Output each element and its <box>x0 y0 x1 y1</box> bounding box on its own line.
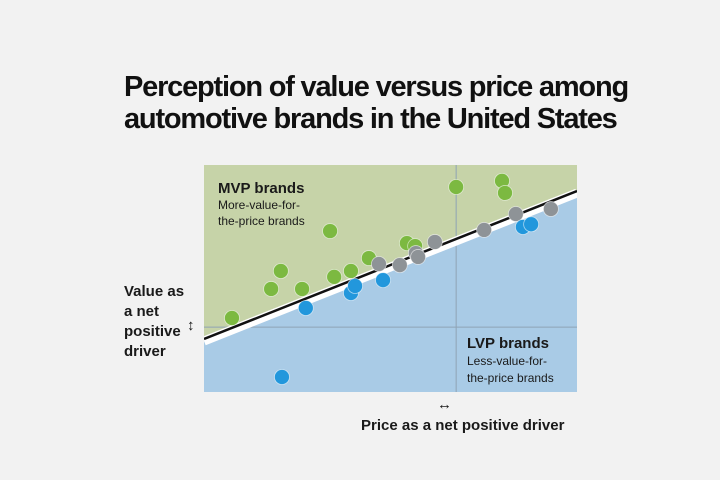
data-point-lvp <box>347 278 363 294</box>
y-axis-label-3: positive <box>124 323 181 340</box>
data-point-mvp <box>294 281 310 297</box>
data-point-neutral <box>426 234 443 250</box>
data-point-lvp <box>274 369 290 385</box>
y-axis-label-1: Value as <box>124 283 184 300</box>
data-point-neutral <box>542 201 559 217</box>
up-down-arrow-icon: ↕ <box>187 317 195 334</box>
y-axis-label-4: driver <box>124 343 166 360</box>
data-point-mvp <box>326 269 343 285</box>
data-point-mvp <box>272 263 289 279</box>
data-point-mvp <box>343 263 359 279</box>
mvp-region <box>204 165 577 341</box>
data-point-mvp <box>497 185 513 201</box>
data-point-lvp <box>523 216 540 233</box>
data-point-neutral <box>410 249 427 265</box>
lvp-label: LVP brands <box>467 335 549 352</box>
plot-area <box>204 165 577 392</box>
data-point-neutral <box>507 206 524 222</box>
mvp-subtitle-2: the-price brands <box>218 214 305 228</box>
data-point-mvp <box>263 281 280 297</box>
y-axis-label-2: a net <box>124 303 159 320</box>
x-axis-label: Price as a net positive driver <box>361 417 565 434</box>
mvp-label: MVP brands <box>218 180 304 197</box>
data-point-mvp <box>322 223 338 239</box>
data-point-neutral <box>371 256 387 272</box>
left-right-arrow-icon: ↔ <box>437 396 452 413</box>
data-point-mvp <box>224 310 240 326</box>
mvp-subtitle-1: More-value-for- <box>218 198 300 212</box>
lvp-subtitle-1: Less-value-for- <box>467 354 547 368</box>
data-point-neutral <box>476 222 493 238</box>
data-point-lvp <box>297 300 314 316</box>
chart-title-line-2: automotive brands in the United States <box>124 103 617 135</box>
lvp-subtitle-2: the-price brands <box>467 371 554 385</box>
data-point-mvp <box>448 179 465 195</box>
chart-title-line-1: Perception of value versus price among <box>124 71 628 103</box>
lvp-region <box>204 192 577 392</box>
data-point-lvp <box>375 272 391 288</box>
data-point-neutral <box>391 257 408 274</box>
